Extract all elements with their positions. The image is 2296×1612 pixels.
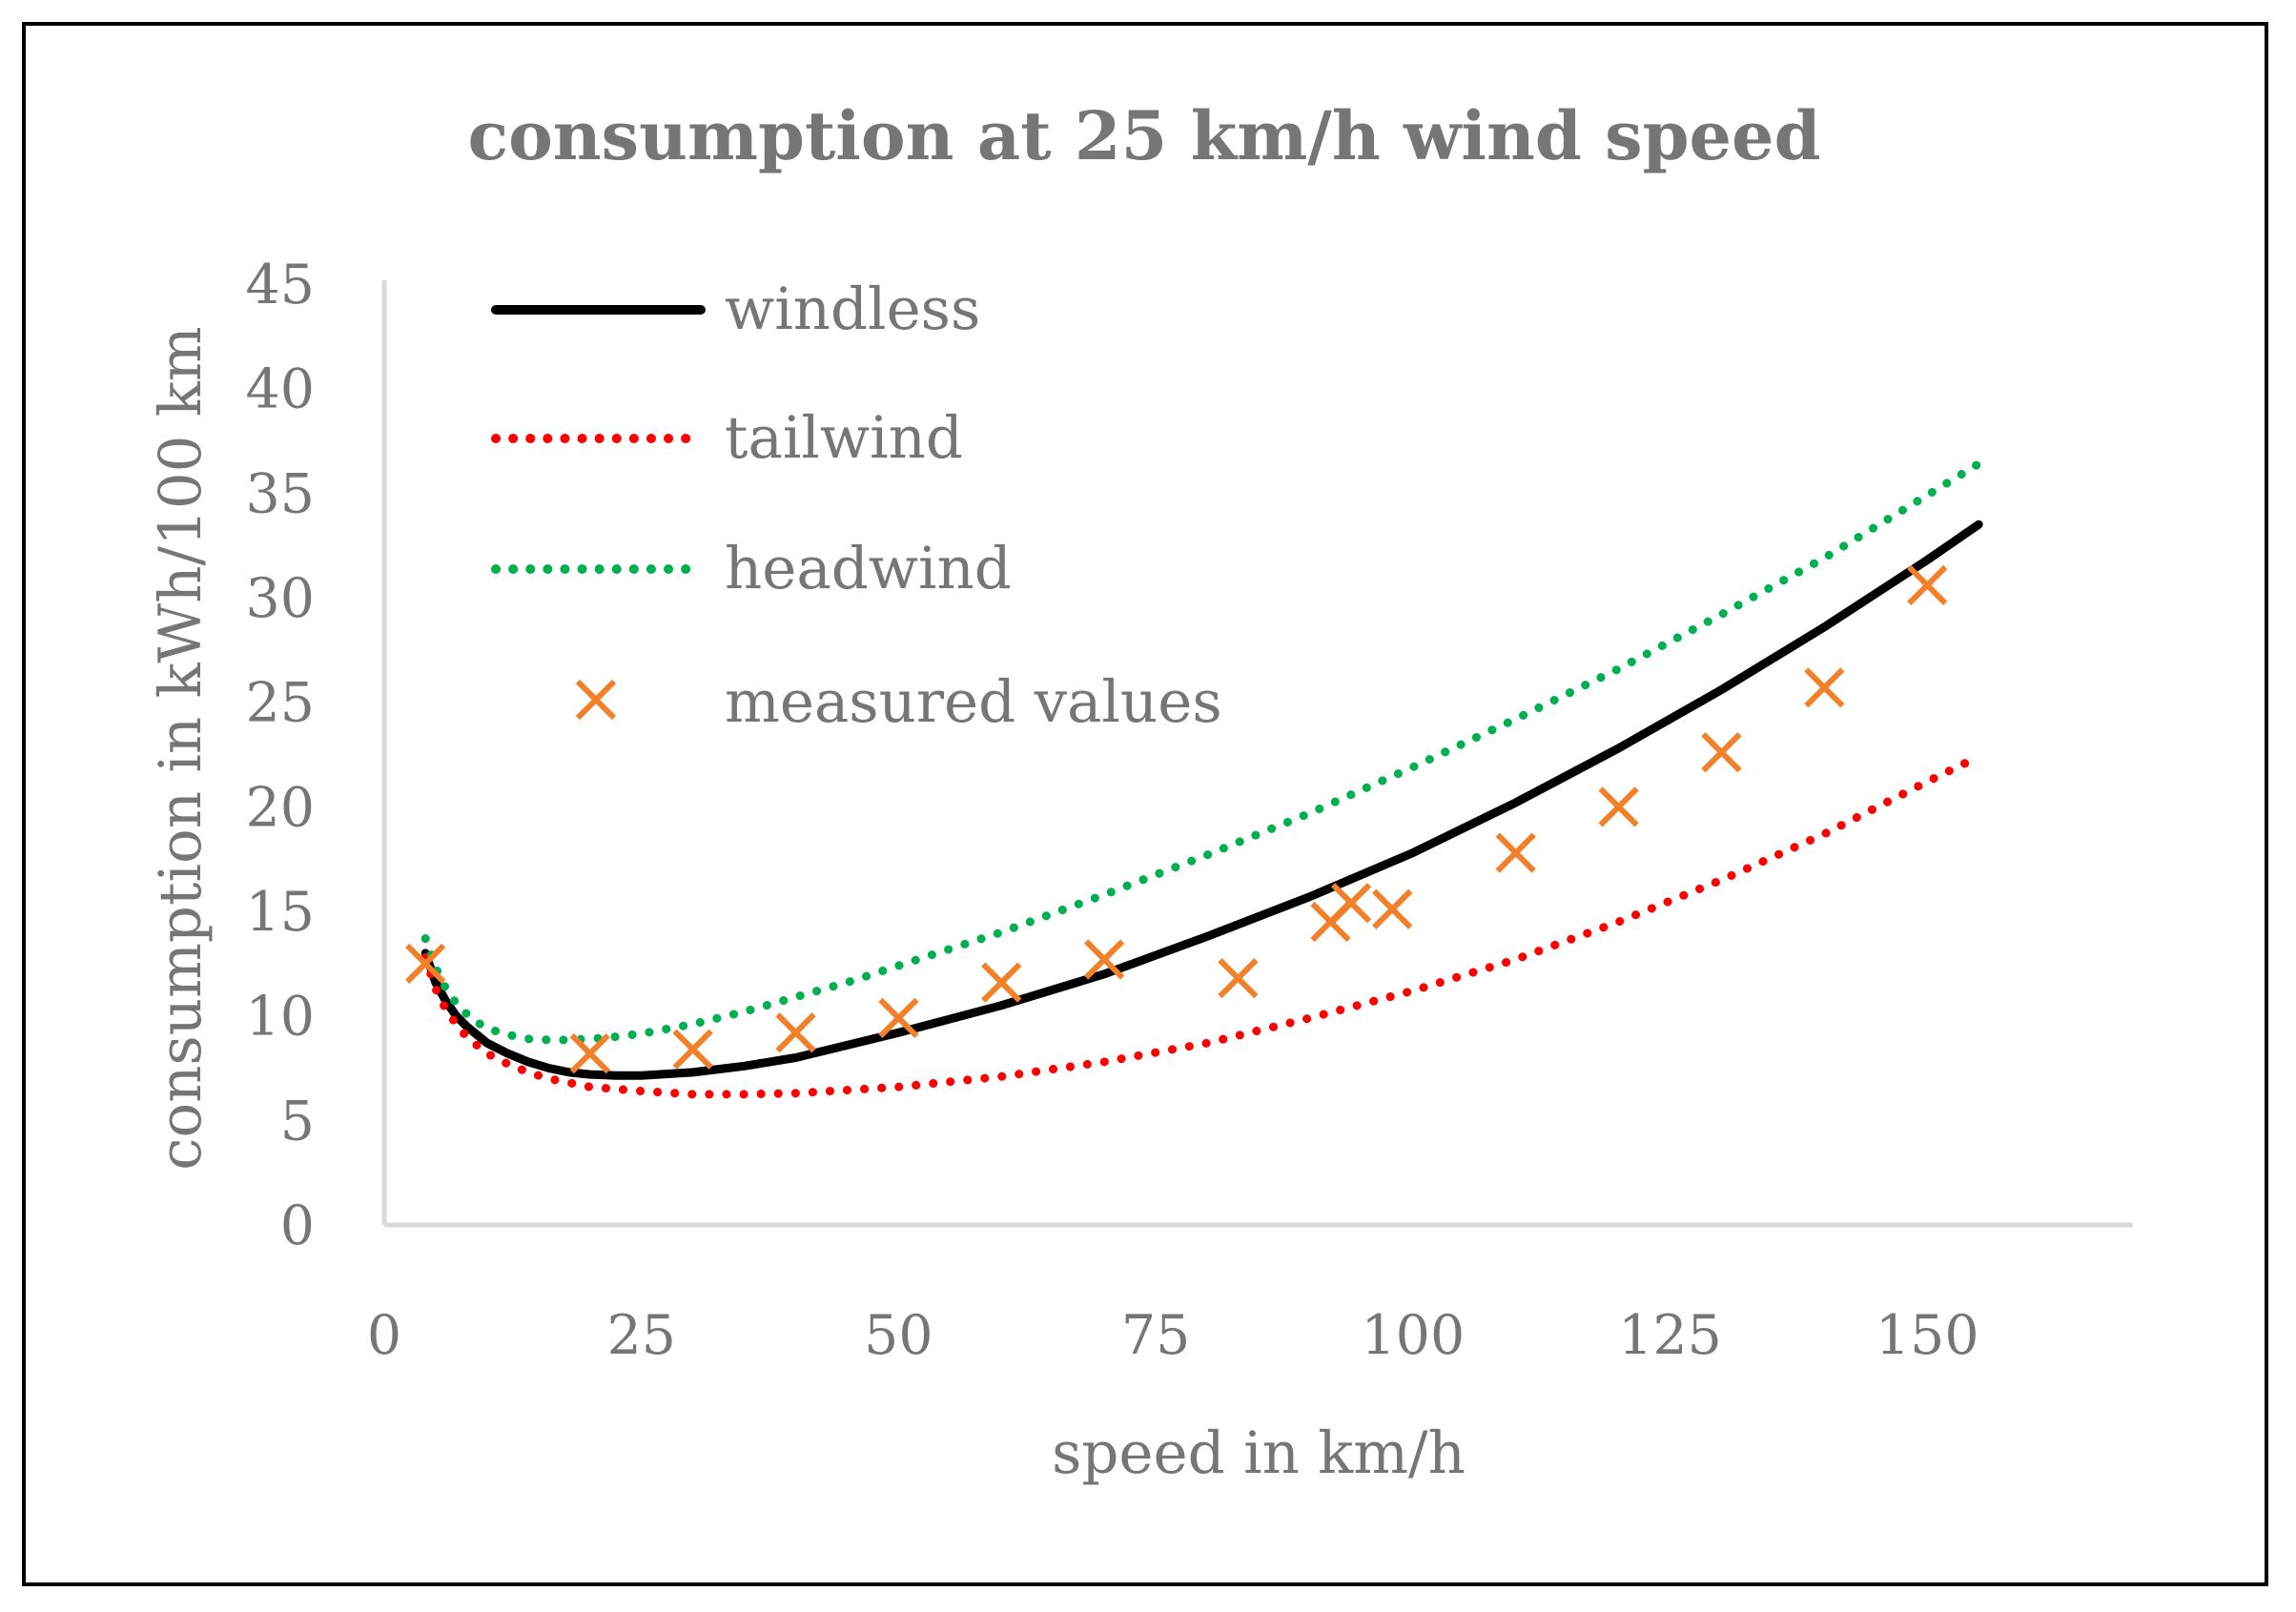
marker-stroke <box>1084 939 1125 980</box>
x-axis-title: speed in km/h <box>1052 1419 1466 1487</box>
marker-stroke <box>1495 832 1536 873</box>
y-tick-label: 40 <box>245 358 315 421</box>
measured-value-point <box>569 1033 610 1074</box>
chart-frame <box>22 22 2268 1586</box>
marker-stroke <box>575 679 617 721</box>
y-tick-label: 0 <box>280 1194 315 1257</box>
chart-title: consumption at 25 km/h wind speed <box>467 96 1820 175</box>
x-tick-label: 0 <box>367 1304 401 1367</box>
measured-value-point <box>878 997 919 1038</box>
x-tick-label: 25 <box>606 1304 676 1367</box>
measured-value-point <box>1084 939 1125 980</box>
measured-value-point <box>1804 667 1845 708</box>
legend-marker-measured-values <box>575 679 617 721</box>
marker-stroke <box>775 1012 816 1053</box>
measured-value-point <box>981 962 1022 1003</box>
measured-values-series <box>405 564 1948 1074</box>
y-tick-label: 30 <box>245 567 315 630</box>
marker-stroke <box>981 962 1022 1003</box>
measured-value-point <box>672 1029 713 1070</box>
measured-value-point <box>1218 958 1259 999</box>
measured-value-point <box>1907 564 1948 605</box>
marker-stroke <box>1372 888 1413 929</box>
measured-value-point <box>1495 832 1536 873</box>
y-tick-label: 5 <box>280 1090 315 1153</box>
tailwind-line <box>420 752 1983 1099</box>
measured-value-point <box>1701 732 1742 773</box>
measured-value-point <box>1372 888 1413 929</box>
x-tick-label: 125 <box>1618 1304 1722 1367</box>
x-tick-label: 100 <box>1361 1304 1465 1367</box>
axes <box>381 280 2133 1228</box>
marker-stroke <box>1701 732 1742 773</box>
legend: windless tailwind headwind measured values <box>491 275 1222 736</box>
headwind-line <box>420 459 1983 1045</box>
measured-value-point <box>405 943 446 984</box>
y-tick-label: 15 <box>245 881 315 944</box>
marker-stroke <box>672 1029 713 1070</box>
y-tick-label: 45 <box>245 254 315 316</box>
marker-stroke <box>569 1033 610 1074</box>
measured-value-point <box>775 1012 816 1053</box>
marker-stroke <box>878 997 919 1038</box>
y-tick-label: 20 <box>245 776 315 839</box>
x-tick-label: 75 <box>1121 1304 1191 1367</box>
legend-label-windless: windless <box>725 275 980 343</box>
series-layer <box>405 459 1983 1099</box>
marker-stroke <box>1598 786 1639 827</box>
marker-stroke <box>405 943 446 984</box>
y-tick-label: 10 <box>245 986 315 1049</box>
y-axis-title: consumption in kWh/100 km <box>147 326 215 1170</box>
x-tick-labels: 0 25 50 75 100 125 150 <box>367 1304 1979 1367</box>
marker-stroke <box>1804 667 1845 708</box>
legend-label-tailwind: tailwind <box>725 404 963 472</box>
marker-stroke <box>1218 958 1259 999</box>
windless-line <box>420 520 1983 1080</box>
marker-stroke <box>1330 883 1372 924</box>
y-tick-label: 25 <box>245 672 315 735</box>
x-tick-label: 150 <box>1876 1304 1979 1367</box>
x-tick-label: 50 <box>864 1304 933 1367</box>
legend-label-measured-values: measured values <box>725 668 1222 736</box>
y-tick-label: 35 <box>245 462 315 525</box>
measured-value-point <box>1598 786 1639 827</box>
legend-label-headwind: headwind <box>725 535 1012 602</box>
y-tick-labels: 0 5 10 15 20 25 30 35 40 45 <box>245 254 315 1257</box>
marker-stroke <box>1907 564 1948 605</box>
measured-value-point <box>1330 883 1372 924</box>
